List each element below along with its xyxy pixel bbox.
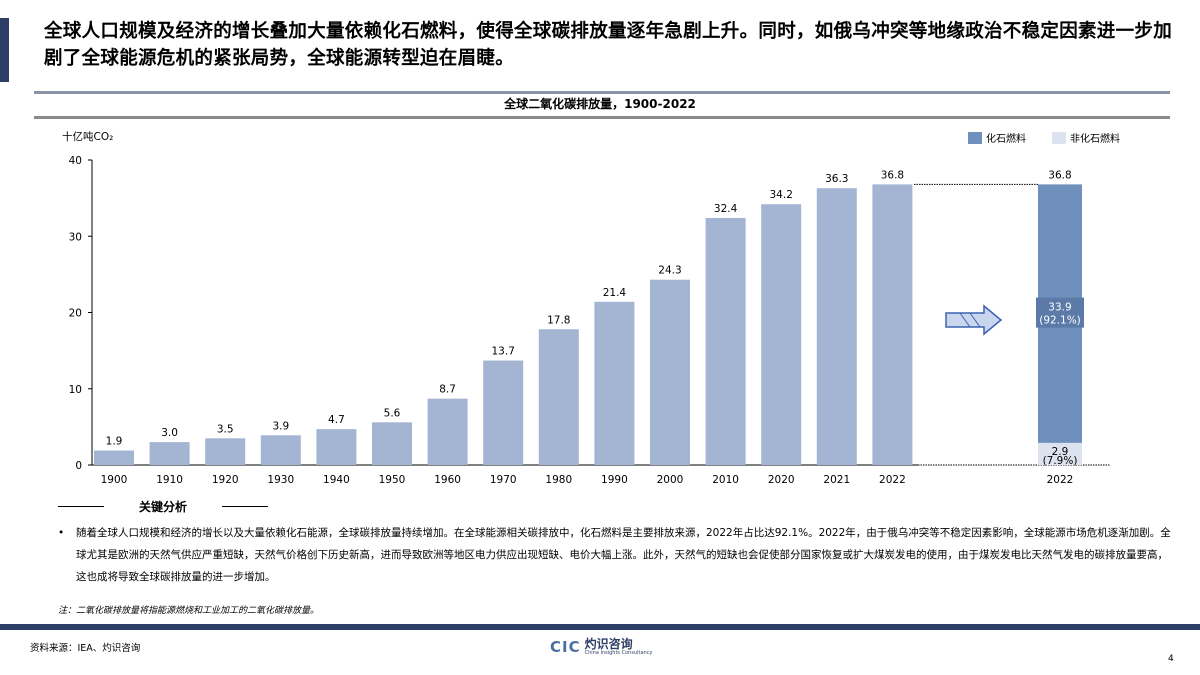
data-label: 32.4 <box>714 203 738 215</box>
bar-1920 <box>205 438 246 465</box>
bar-1960 <box>427 398 468 465</box>
x-tick-label: 1940 <box>323 474 350 486</box>
x-tick-label: 1950 <box>379 474 406 486</box>
bar-1940 <box>316 429 357 465</box>
bar-2010 <box>705 217 746 465</box>
legend-non-fossil: 非化石燃料 <box>1070 132 1120 145</box>
fossil-pct: (92.1%) <box>1039 315 1081 327</box>
analysis-title: 关键分析 <box>138 500 187 514</box>
arrow-hatch <box>959 312 971 328</box>
arrow-hatch <box>969 312 981 328</box>
x-tick-label: 2010 <box>712 474 739 486</box>
x-tick-label: 1960 <box>434 474 461 486</box>
bar-2021 <box>816 188 857 465</box>
x-tick-label: 1980 <box>545 474 572 486</box>
x-tick-label: 2000 <box>657 474 684 486</box>
bar-2022 <box>872 184 913 465</box>
headline: 全球人口规模及经济的增长叠加大量依赖化石燃料，使得全球碳排放量逐年急剧上升。同时… <box>44 21 1173 69</box>
page-number: 4 <box>1168 654 1174 664</box>
divider <box>34 116 1170 119</box>
y-tick-label: 10 <box>69 384 82 396</box>
data-label: 4.7 <box>328 414 345 426</box>
legend-swatch-non-fossil <box>1052 132 1066 144</box>
bar-1930 <box>260 435 301 465</box>
logo-cic: CIC <box>550 638 581 656</box>
data-label: 34.2 <box>770 189 793 201</box>
accent-bar <box>0 18 9 82</box>
data-label: 3.9 <box>272 420 289 432</box>
y-axis-label: 十亿吨CO₂ <box>62 130 113 143</box>
x-tick-label: 1930 <box>267 474 294 486</box>
y-tick-label: 40 <box>69 155 82 167</box>
footer-bar <box>0 624 1200 630</box>
divider <box>34 91 1170 94</box>
data-label: 1.9 <box>106 436 123 448</box>
source: 资料来源：IEA、灼识咨询 <box>30 643 141 654</box>
data-label: 5.6 <box>384 407 401 419</box>
chart-title: 全球二氧化碳排放量，1900-2022 <box>504 97 696 111</box>
co2-chart: 十亿吨CO₂ 0 10 20 30 40 1.9 1900 3.0 1910 3.5 1920 3.9 1… <box>62 130 1120 486</box>
fossil-label-bg <box>1036 297 1084 328</box>
bar-1990 <box>594 301 635 465</box>
bar-1980 <box>538 329 579 465</box>
legend-fossil: 化石燃料 <box>986 132 1026 145</box>
analysis-bullet: 随着全球人口规模和经济的增长以及大量依赖化石能源，全球碳排放量持续增加。在全球能… <box>76 527 1171 583</box>
y-tick-label: 20 <box>69 308 82 320</box>
bar-non-fossil <box>1038 442 1082 465</box>
logo-en: China Insights Consultancy <box>584 650 653 656</box>
data-label: 36.8 <box>881 169 904 181</box>
x-tick-label: 2021 <box>823 474 850 486</box>
y-tick-label: 0 <box>75 460 82 472</box>
x-tick-label: 1990 <box>601 474 628 486</box>
bar-1900 <box>94 450 134 465</box>
legend-swatch-fossil <box>968 132 982 144</box>
x-tick-label: 2020 <box>768 474 795 486</box>
data-label: 8.7 <box>439 384 456 396</box>
x-tick-label: 2022 <box>879 474 906 486</box>
y-tick-label: 30 <box>69 231 82 243</box>
bar-1950 <box>372 422 412 465</box>
analysis-body: • 随着全球人口规模和经济的增长以及大量依赖化石能源，全球碳排放量持续增加。在全球… <box>58 522 1178 588</box>
data-label: 17.8 <box>547 314 570 326</box>
data-label: 21.4 <box>603 287 627 299</box>
data-label: 13.7 <box>492 346 515 358</box>
fossil-value: 33.9 <box>1048 302 1071 314</box>
x-tick-label: 1970 <box>490 474 517 486</box>
bar-1910 <box>149 442 190 465</box>
bar-2020 <box>761 204 802 465</box>
non-fossil-value: 2.9 <box>1052 446 1069 458</box>
x-tick-label: 1900 <box>101 474 128 486</box>
x-tick-label: 1920 <box>212 474 239 486</box>
analysis-heading: 关键分析 <box>58 498 268 515</box>
data-label: 36.3 <box>825 173 848 185</box>
bar-2000 <box>650 279 690 465</box>
data-label: 24.3 <box>658 265 681 277</box>
logo: CIC 灼识咨询 China Insights Consultancy <box>550 638 652 656</box>
arrow-icon <box>945 304 1003 336</box>
note: 注：二氧化碳排放量将指能源燃烧和工业加工的二氧化碳排放量。 <box>58 606 320 616</box>
logo-cn: 灼识咨询 <box>584 637 633 651</box>
data-label: 3.5 <box>217 423 234 435</box>
x-tick-label: 1910 <box>156 474 183 486</box>
x-tick-label: 2022 <box>1047 474 1074 486</box>
data-label: 3.0 <box>161 427 178 439</box>
data-label-total: 36.8 <box>1048 169 1071 181</box>
non-fossil-pct: (7.9%) <box>1043 455 1078 467</box>
bar-1970 <box>483 360 524 465</box>
